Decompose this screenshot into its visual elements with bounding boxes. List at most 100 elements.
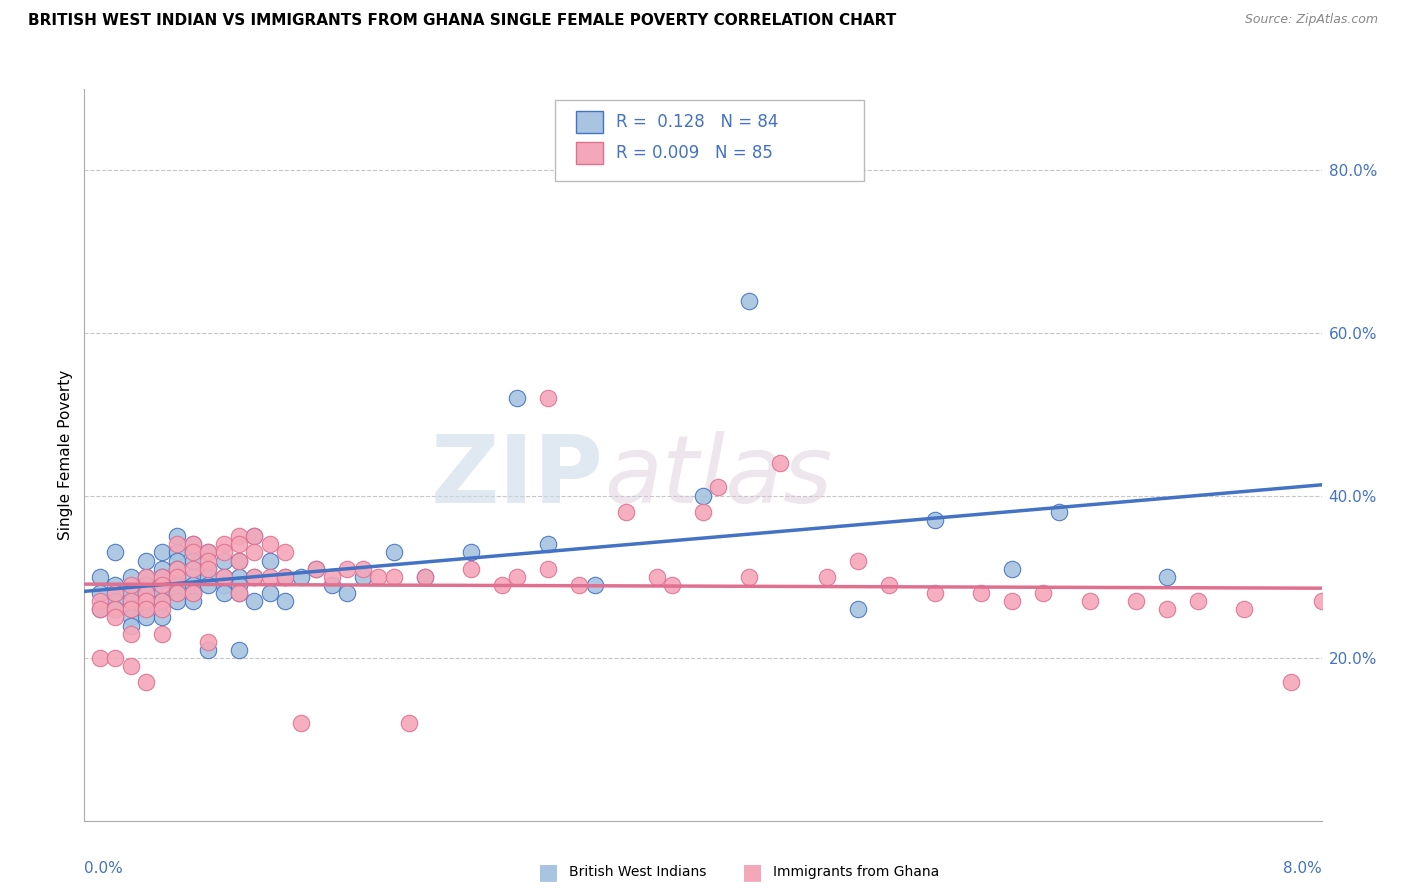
Text: ZIP: ZIP: [432, 431, 605, 523]
Point: [537, 391, 560, 405]
Point: [692, 489, 714, 503]
Point: [197, 562, 219, 576]
Point: [228, 537, 250, 551]
Point: [1279, 675, 1302, 690]
Point: [181, 537, 204, 551]
Point: [181, 570, 204, 584]
Point: [166, 553, 188, 567]
Point: [104, 594, 127, 608]
Point: [181, 594, 204, 608]
Point: [89, 586, 111, 600]
Point: [120, 626, 142, 640]
Point: [135, 570, 157, 584]
Text: British West Indians: British West Indians: [569, 865, 707, 880]
Point: [135, 586, 157, 600]
Point: [89, 651, 111, 665]
Point: [1047, 505, 1070, 519]
Point: [89, 602, 111, 616]
Point: [197, 635, 219, 649]
Point: [166, 537, 188, 551]
Point: [181, 537, 204, 551]
Point: [212, 578, 235, 592]
Point: [166, 586, 188, 600]
Point: [274, 545, 297, 559]
Point: [135, 610, 157, 624]
Point: [1156, 602, 1178, 616]
Point: [181, 586, 204, 600]
Point: [104, 586, 127, 600]
FancyBboxPatch shape: [575, 142, 603, 164]
Point: [228, 578, 250, 592]
Point: [150, 578, 173, 592]
Point: [89, 594, 111, 608]
Point: [166, 586, 188, 600]
Point: [1187, 594, 1209, 608]
Point: [243, 570, 266, 584]
Point: [738, 570, 761, 584]
Point: [243, 594, 266, 608]
Point: [120, 578, 142, 592]
Point: [1388, 675, 1406, 690]
Point: [877, 578, 900, 592]
Point: [181, 562, 204, 576]
Point: [104, 545, 127, 559]
Point: [104, 602, 127, 616]
Point: [661, 578, 683, 592]
Point: [135, 570, 157, 584]
Point: [614, 505, 637, 519]
Point: [135, 675, 157, 690]
Text: ■: ■: [538, 863, 558, 882]
Point: [212, 553, 235, 567]
Point: [259, 537, 281, 551]
Point: [150, 610, 173, 624]
Point: [382, 545, 405, 559]
Point: [135, 586, 157, 600]
Point: [104, 651, 127, 665]
Point: [924, 513, 946, 527]
Y-axis label: Single Female Poverty: Single Female Poverty: [58, 370, 73, 540]
Point: [243, 529, 266, 543]
FancyBboxPatch shape: [554, 100, 863, 180]
Point: [769, 456, 792, 470]
Point: [228, 643, 250, 657]
Point: [924, 586, 946, 600]
Point: [413, 570, 436, 584]
Point: [738, 293, 761, 308]
Text: 8.0%: 8.0%: [1282, 861, 1322, 876]
Point: [120, 586, 142, 600]
Point: [537, 537, 560, 551]
Point: [506, 570, 529, 584]
Point: [243, 529, 266, 543]
Point: [181, 553, 204, 567]
Point: [305, 562, 328, 576]
Point: [120, 594, 142, 608]
Point: [1125, 594, 1147, 608]
Point: [150, 602, 173, 616]
Point: [120, 586, 142, 600]
Point: [382, 570, 405, 584]
Point: [367, 570, 389, 584]
Point: [321, 570, 343, 584]
Point: [259, 570, 281, 584]
Point: [321, 578, 343, 592]
Point: [1310, 594, 1333, 608]
Point: [120, 610, 142, 624]
Point: [336, 562, 359, 576]
Point: [150, 570, 173, 584]
Point: [89, 570, 111, 584]
Text: 0.0%: 0.0%: [84, 861, 124, 876]
Point: [460, 545, 482, 559]
Point: [166, 545, 188, 559]
Text: BRITISH WEST INDIAN VS IMMIGRANTS FROM GHANA SINGLE FEMALE POVERTY CORRELATION C: BRITISH WEST INDIAN VS IMMIGRANTS FROM G…: [28, 13, 897, 29]
Point: [537, 562, 560, 576]
Point: [212, 570, 235, 584]
FancyBboxPatch shape: [575, 112, 603, 133]
Point: [1078, 594, 1101, 608]
Point: [166, 562, 188, 576]
Point: [506, 391, 529, 405]
Point: [150, 594, 173, 608]
Point: [228, 553, 250, 567]
Point: [150, 578, 173, 592]
Point: [305, 562, 328, 576]
Point: [135, 553, 157, 567]
